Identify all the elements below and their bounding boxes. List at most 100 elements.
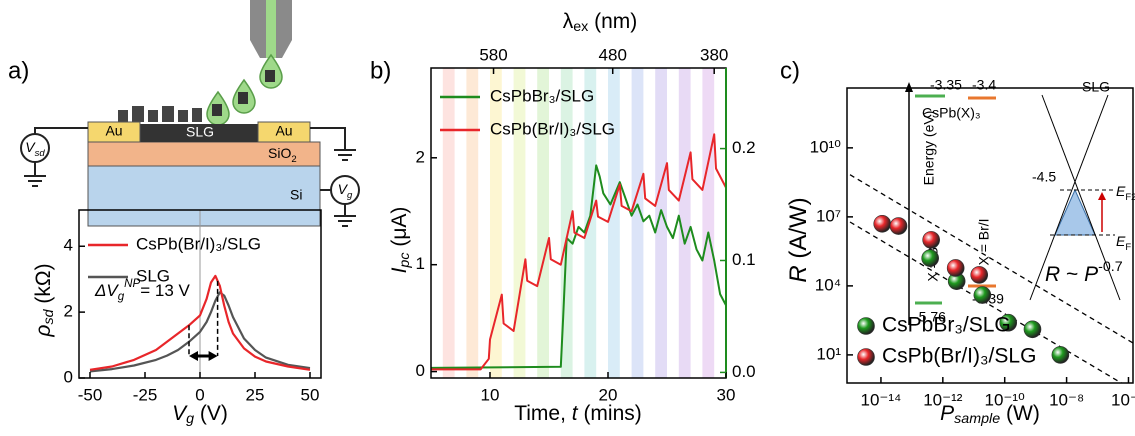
device-label: Vsd (25, 139, 45, 159)
arrow-head (905, 82, 913, 92)
text-part: F2 (1125, 192, 1135, 203)
bottom-tick-label: 25 (246, 385, 265, 404)
illumination-band (442, 68, 455, 378)
text-part: pc (397, 253, 413, 269)
left-tick-label: 0 (416, 361, 425, 380)
top-tick-label: 580 (479, 45, 507, 64)
axis-label: R (A/W) (785, 197, 812, 282)
axis-label: λex (nm) (563, 10, 638, 35)
text-part: t (572, 402, 579, 425)
inset-label: EF (1116, 233, 1131, 253)
inset-label: CsPb(X)₃ (922, 105, 981, 121)
device-label: SiO2 (268, 145, 297, 165)
bottom-tick-label: 0 (195, 385, 204, 404)
text-part: -0.7 (1098, 259, 1123, 275)
plot-frame (846, 87, 1134, 384)
axis-label: Time, t (mins) (514, 402, 642, 425)
bottom-tick-label: -25 (133, 385, 158, 404)
left-tick-label: 10⁷ (816, 206, 841, 225)
text-part: λ (563, 10, 574, 33)
data-point (921, 249, 939, 267)
arrow-head (208, 351, 218, 361)
crystals (118, 70, 275, 122)
bottom-tick-label: -50 (78, 385, 103, 404)
series-line (89, 291, 311, 373)
text-part: I (388, 267, 411, 273)
legend-marker (857, 348, 875, 366)
legend-label: CsPb(Br/I)₃/SLG (490, 119, 615, 138)
series-line (849, 174, 1133, 344)
panel-label: c) (780, 57, 800, 84)
illumination-band (678, 68, 691, 378)
left-tick-label: 10¹⁰ (810, 137, 842, 156)
dirac-cone (1041, 94, 1121, 301)
text-part: ρ (32, 325, 55, 338)
slg-layer (140, 124, 260, 142)
inset-label: SLG (1082, 79, 1110, 95)
inset-label: -5.76 (914, 309, 946, 325)
text-part: 2 (291, 154, 296, 165)
data-point (889, 217, 908, 235)
text-part: V (172, 402, 188, 425)
illumination-band (702, 68, 715, 378)
fit-label: R ~ P-0.7 (1045, 259, 1123, 286)
text-part: (kΩ) (32, 263, 55, 309)
au-pad (87, 121, 141, 143)
band-inset: -3.35 -3.4 CsPb(X)₃ Energy (eV) X = Br X… (905, 77, 1135, 325)
series-line (431, 133, 726, 371)
axis-label: Ipc (μA) (388, 207, 413, 274)
top-tick-label: 380 (700, 45, 728, 64)
text-part: P (1084, 263, 1098, 286)
text-part: F (1125, 242, 1131, 253)
text-part: SiO (268, 145, 291, 161)
right-tick-label: 0.2 (732, 138, 756, 157)
left-tick-label: 10⁴ (815, 275, 841, 294)
text-part: ~ (1060, 263, 1084, 286)
illumination-band (608, 68, 620, 378)
illumination-band (655, 68, 667, 378)
dirac-cone (1029, 94, 1109, 301)
sio2-layer (87, 141, 321, 167)
illumination-band (466, 68, 479, 378)
fermi-fill (1054, 188, 1096, 236)
inset-label: Energy (eV) (921, 111, 937, 186)
bottom-tick-label: 10⁻⁸ (1049, 390, 1084, 409)
text-part: = 13 V (140, 281, 190, 300)
top-tick-label: 480 (599, 45, 627, 64)
illumination-band (537, 68, 549, 378)
data-point (922, 231, 940, 249)
illumination-band (631, 68, 644, 378)
text-part: (μA) (388, 207, 411, 253)
bottom-tick-label: 10⁻¹⁰ (985, 390, 1026, 409)
panel-label: a) (8, 57, 29, 84)
device-schematic: Au SLG Au SiO2 Si Vsd Vg (20, 0, 360, 227)
data-point (873, 214, 892, 233)
bottom-tick-label: 50 (301, 385, 320, 404)
text-part: (W) (1000, 402, 1040, 425)
illumination-band (513, 68, 526, 378)
data-point (1023, 320, 1042, 339)
text-part: g (118, 291, 125, 303)
bottom-tick-label: 10⁻¹⁴ (861, 390, 902, 409)
au-pad (257, 121, 311, 143)
text-part: ex (573, 19, 588, 35)
text-part: R (785, 265, 812, 282)
legend-label: CsPbBr₃/SLG (490, 86, 594, 105)
series-line (89, 274, 311, 371)
device-label: Si (290, 187, 302, 203)
text-part: (mins) (578, 402, 642, 425)
text-part: sample (954, 411, 1000, 427)
right-tick-label: 0.0 (732, 362, 756, 381)
data-point (946, 259, 965, 277)
circuit (20, 127, 360, 227)
device-label: Vg (338, 181, 353, 201)
device-label: Au (275, 123, 292, 139)
text-part: sd (41, 308, 57, 324)
series-line (431, 164, 726, 369)
left-tick-label: 2 (416, 147, 425, 166)
data-point (970, 266, 989, 284)
text-part: V (338, 181, 349, 197)
text-part: P (940, 402, 954, 425)
annotation: ΔVgNP= 13 V (94, 278, 191, 303)
